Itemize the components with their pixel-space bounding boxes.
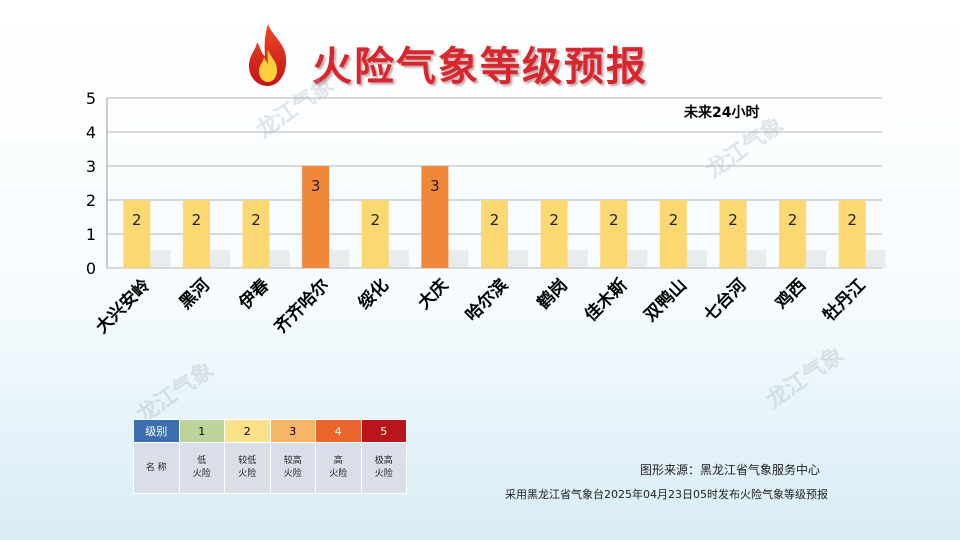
legend-desc-3: 较高 火险 bbox=[269, 442, 316, 494]
bar-shadow bbox=[150, 250, 171, 268]
bar-shadow bbox=[269, 250, 290, 268]
x-tick-label: 大庆 bbox=[414, 275, 453, 314]
bar bbox=[838, 200, 866, 268]
bar bbox=[182, 200, 210, 268]
bar bbox=[540, 200, 568, 268]
bar bbox=[481, 200, 508, 268]
bar bbox=[123, 200, 151, 268]
bar-shadow bbox=[567, 250, 588, 268]
bar-value-label: 2 bbox=[490, 211, 500, 229]
legend-desc-line: 高 bbox=[333, 456, 343, 466]
y-tick-label: 1 bbox=[86, 225, 96, 244]
legend-desc-line: 火险 bbox=[283, 469, 302, 479]
forecast-period-label: 未来24小时 bbox=[684, 105, 760, 121]
bar-value-label: 2 bbox=[370, 211, 380, 229]
title-area: 火险气象等级预报 bbox=[240, 20, 720, 90]
legend-name-row: 名 称 低火险 较低火险 较高火险 高火险 极高火险 bbox=[133, 442, 407, 494]
x-tick-label: 绥化 bbox=[354, 275, 393, 314]
page-title: 火险气象等级预报 bbox=[312, 44, 648, 90]
x-tick-label: 鹤岗 bbox=[533, 275, 572, 314]
bar-value-label: 2 bbox=[669, 211, 679, 229]
bar-shadow bbox=[686, 250, 707, 268]
y-tick-label: 0 bbox=[86, 259, 96, 278]
legend-desc-line: 低 bbox=[197, 456, 207, 466]
bar-value-label: 2 bbox=[549, 211, 559, 229]
y-tick-label: 4 bbox=[86, 123, 96, 142]
bar-value-label: 2 bbox=[192, 211, 202, 229]
legend-desc-4: 高火险 bbox=[315, 442, 362, 494]
y-tick-label: 2 bbox=[86, 191, 96, 210]
legend-desc-1: 低火险 bbox=[178, 442, 225, 494]
legend-desc-line: 火险 bbox=[374, 469, 393, 479]
x-tick-label: 伊春 bbox=[234, 275, 274, 315]
x-tick-label: 黑河 bbox=[176, 275, 214, 313]
x-tick-label: 鸡西 bbox=[771, 275, 811, 315]
bar-shadow bbox=[806, 250, 827, 268]
bar bbox=[421, 166, 449, 268]
bar-shadow bbox=[388, 250, 409, 268]
legend-level-1: 1 bbox=[178, 419, 225, 443]
legend-desc-line: 极高 bbox=[374, 456, 393, 466]
bar-shadow bbox=[627, 250, 648, 268]
bar-shadow bbox=[329, 250, 350, 268]
legend-desc-line: 火险 bbox=[329, 469, 348, 479]
bar bbox=[302, 166, 330, 268]
level-legend: 级别 1 2 3 4 5 名 称 低火险 较低火险 较高火险 高火险 极高火险 bbox=[133, 419, 407, 494]
bar bbox=[242, 200, 270, 268]
legend-desc-2: 较低 火险 bbox=[224, 442, 271, 494]
bar-shadow bbox=[209, 250, 230, 268]
legend-name-label: 名 称 bbox=[133, 442, 180, 494]
bar-value-label: 3 bbox=[311, 177, 321, 195]
bar-shadow bbox=[865, 250, 886, 268]
legend-level-4: 4 bbox=[315, 419, 362, 443]
x-tick-label: 牡丹江 bbox=[819, 275, 870, 326]
bar-value-label: 2 bbox=[609, 211, 619, 229]
x-tick-label: 佳木斯 bbox=[580, 275, 631, 326]
bar bbox=[600, 200, 628, 268]
x-tick-label: 大兴安岭 bbox=[91, 275, 154, 338]
legend-desc-line: 火险 bbox=[238, 469, 257, 479]
x-tick-label: 双鸭山 bbox=[640, 275, 691, 326]
bar bbox=[779, 200, 807, 268]
legend-desc-line: 较高 bbox=[283, 456, 302, 466]
bar-value-label: 2 bbox=[132, 211, 142, 229]
legend-level-2: 2 bbox=[224, 419, 271, 443]
bar-shadow bbox=[746, 250, 767, 268]
x-tick-label: 齐齐哈尔 bbox=[270, 275, 333, 338]
flame-icon bbox=[248, 24, 287, 86]
legend-level-5: 5 bbox=[360, 419, 407, 443]
x-tick-label: 七台河 bbox=[700, 275, 751, 326]
bars: 2 2 2 3 2 3 2 2 2 2 2 2 2 bbox=[123, 166, 886, 268]
legend-desc-line: 较低 bbox=[238, 456, 257, 466]
bar bbox=[719, 200, 747, 268]
legend-desc-5: 极高 火险 bbox=[360, 442, 407, 494]
bar-value-label: 2 bbox=[251, 211, 261, 229]
x-tick-label: 哈尔滨 bbox=[461, 275, 512, 326]
footnote: 采用黑龙江省气象台2025年04月23日05时发布火险气象等级预报 bbox=[505, 488, 828, 501]
y-tick-label: 5 bbox=[86, 89, 96, 108]
bar-value-label: 2 bbox=[847, 211, 857, 229]
bar-shadow bbox=[448, 250, 469, 268]
legend-desc-line: 火险 bbox=[192, 469, 211, 479]
bar-value-label: 2 bbox=[788, 211, 798, 229]
legend-level-row: 级别 1 2 3 4 5 bbox=[133, 419, 407, 443]
bar-value-label: 2 bbox=[728, 211, 738, 229]
y-tick-label: 3 bbox=[86, 157, 96, 176]
legend-header-cell: 级别 bbox=[133, 419, 180, 443]
bar bbox=[361, 200, 389, 268]
legend-level-3: 3 bbox=[269, 419, 316, 443]
source-credit: 图形来源：黑龙江省气象服务中心 bbox=[640, 463, 821, 477]
bar bbox=[659, 200, 687, 268]
bar-value-label: 3 bbox=[430, 177, 440, 195]
y-axis-ticks: 0 1 2 3 4 5 bbox=[86, 89, 96, 278]
bar-shadow bbox=[508, 250, 528, 268]
